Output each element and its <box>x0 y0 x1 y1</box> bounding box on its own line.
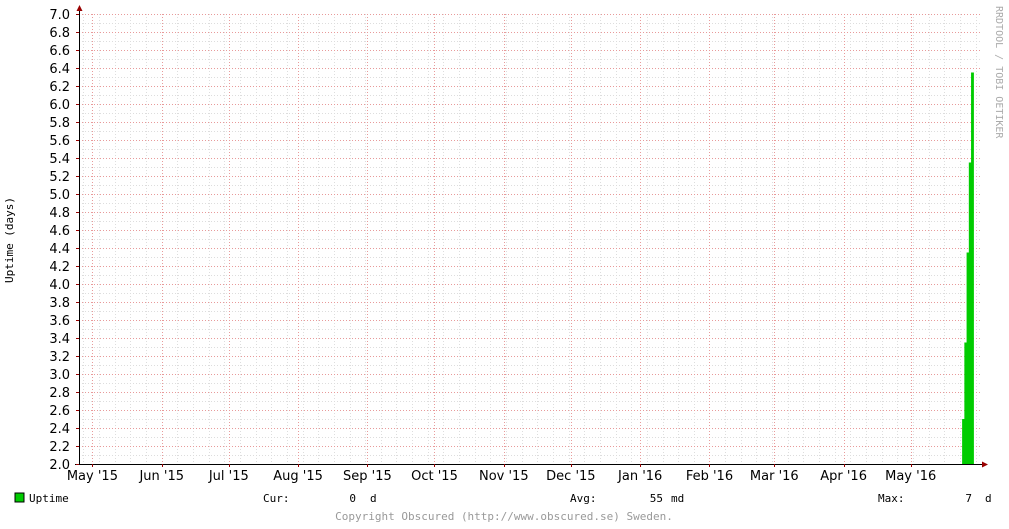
y-tick-label: 6.8 <box>49 26 70 41</box>
y-tick-label: 6.0 <box>49 98 70 113</box>
legend-avg-unit: md <box>671 492 684 505</box>
y-tick-label: 4.2 <box>49 260 70 275</box>
y-tick-label: 3.4 <box>49 332 70 347</box>
legend-max-label: Max: <box>878 492 905 505</box>
legend-max-unit: d <box>985 492 992 505</box>
y-axis-arrow <box>76 5 83 11</box>
y-tick-label: 5.8 <box>49 116 70 131</box>
y-tick-label: 5.6 <box>49 134 70 149</box>
grid <box>79 14 980 465</box>
uptime-bar <box>962 419 965 464</box>
x-tick-label: Sep '15 <box>343 469 392 484</box>
x-tick-label: Jan '16 <box>617 469 662 484</box>
x-tick-label: May '15 <box>67 469 118 484</box>
y-tick-label: 6.4 <box>49 62 70 77</box>
x-tick-label: Nov '15 <box>479 469 529 484</box>
y-tick-label: 4.0 <box>49 278 70 293</box>
legend-swatch-uptime <box>14 492 25 503</box>
y-tick-label: 4.8 <box>49 206 70 221</box>
y-tick-label: 2.2 <box>49 440 70 455</box>
uptime-bar <box>966 252 970 464</box>
uptime-bar <box>971 72 974 464</box>
y-tick-label: 3.0 <box>49 368 70 383</box>
copyright-footer: Copyright Obscured (http://www.obscured.… <box>335 510 673 523</box>
y-tick-label: 5.0 <box>49 188 70 203</box>
legend-cur-unit: d <box>370 492 377 505</box>
x-tick-label: Apr '16 <box>820 469 867 484</box>
x-tick-label: Mar '16 <box>750 469 799 484</box>
uptime-series <box>962 72 974 464</box>
legend-label-uptime: Uptime <box>29 492 69 505</box>
y-tick-label: 4.6 <box>49 224 70 239</box>
uptime-bar <box>964 342 968 464</box>
y-tick-label: 2.4 <box>49 422 70 437</box>
y-tick-label: 5.2 <box>49 170 70 185</box>
y-tick-label: 7.0 <box>49 8 70 23</box>
uptime-bar <box>968 162 972 464</box>
x-tick-label: Oct '15 <box>411 469 458 484</box>
rrdtool-watermark: RRDTOOL / TOBI OETIKER <box>993 6 1004 139</box>
y-tick-labels: 2.0 2.2 2.4 2.6 2.8 3.0 3.2 3.4 3.6 3.8 4.0 4.2 4.4 4… <box>49 8 70 473</box>
legend-max-value: 7 <box>965 492 972 505</box>
y-tick-label: 3.8 <box>49 296 70 311</box>
x-tick-label: Jun '15 <box>138 469 184 484</box>
legend-cur-label: Cur: <box>263 492 290 505</box>
y-tick-label: 6.6 <box>49 44 70 59</box>
y-tick-label: 5.4 <box>49 152 70 167</box>
y-tick-label: 3.6 <box>49 314 70 329</box>
x-tick-label: Aug '15 <box>273 469 323 484</box>
legend-cur-value: 0 <box>349 492 356 505</box>
y-tick-label: 4.4 <box>49 242 70 257</box>
x-tick-label: Feb '16 <box>686 469 733 484</box>
axes <box>75 5 988 468</box>
y-tick-label: 2.6 <box>49 404 70 419</box>
y-tick-label: 6.2 <box>49 80 70 95</box>
x-axis-arrow <box>982 461 988 468</box>
y-tick-label: 2.0 <box>49 458 70 473</box>
y-tick-label: 2.8 <box>49 386 70 401</box>
x-tick-label: Dec '15 <box>546 469 595 484</box>
y-axis-label: Uptime (days) <box>3 197 16 283</box>
x-tick-labels: May '15 Jun '15 Jul '15 Aug '15 Sep '15 Oct '… <box>67 469 936 484</box>
x-tick-label: Jul '15 <box>208 469 249 484</box>
legend-avg-value: 55 <box>650 492 663 505</box>
x-tick-label: May '16 <box>885 469 936 484</box>
legend-avg-label: Avg: <box>570 492 597 505</box>
y-tick-label: 3.2 <box>49 350 70 365</box>
